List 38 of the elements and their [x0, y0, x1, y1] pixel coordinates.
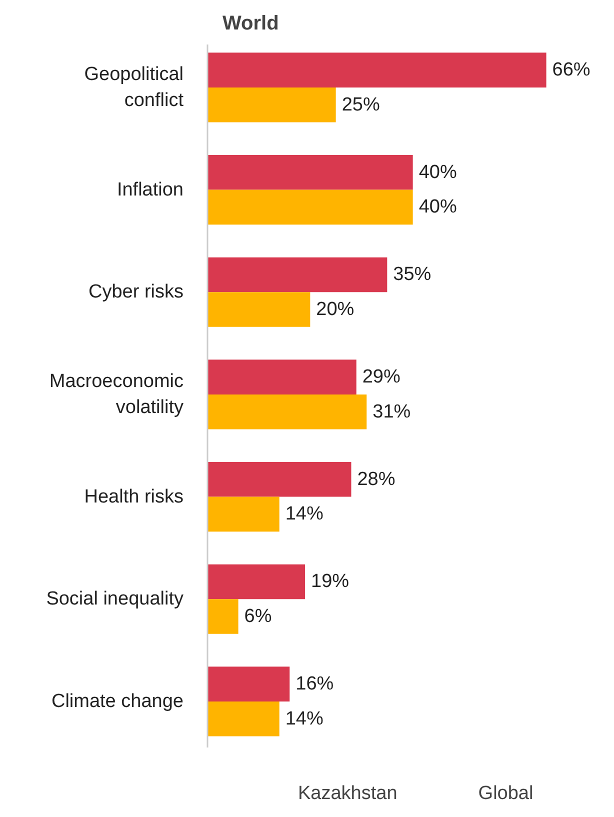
data-label: 20%	[316, 299, 354, 320]
chart-title: World	[222, 12, 279, 34]
text: Global	[478, 783, 534, 805]
data-label: 66%	[552, 60, 590, 81]
y-tick-label: Health risks	[84, 486, 184, 508]
data-label: 14%	[285, 504, 324, 525]
data-label: 25%	[342, 94, 380, 116]
y-tick-label: Geopolitical conflict	[84, 64, 184, 112]
data-label: 31%	[372, 401, 411, 422]
y-tick-label: Climate change	[51, 690, 184, 712]
bar	[208, 564, 306, 600]
data-label: 16%	[296, 674, 334, 695]
y-tick-label: Inflation	[116, 179, 184, 200]
data-label: 40%	[418, 162, 457, 183]
data-label: 19%	[311, 571, 350, 592]
y-tick-label: Social inequality	[46, 588, 184, 610]
data-label: 35%	[393, 264, 432, 286]
text: Kazakhstan	[298, 783, 398, 805]
bar	[208, 292, 310, 327]
y-tick-label: Macroeconomic volatility	[49, 370, 184, 418]
y-tick-label: Cyber risks	[88, 282, 184, 303]
bar	[208, 496, 280, 532]
data-label: 29%	[362, 366, 400, 388]
bar	[208, 394, 367, 430]
data-label: 14%	[285, 708, 324, 730]
bar	[208, 155, 413, 190]
data-label: 6%	[244, 606, 272, 628]
bar	[208, 257, 388, 292]
bar	[208, 666, 290, 702]
bar	[208, 701, 280, 736]
bar	[208, 462, 352, 497]
bar	[208, 360, 356, 394]
bar	[208, 52, 546, 88]
bar	[208, 190, 413, 225]
data-label: 28%	[357, 468, 396, 490]
bar	[208, 87, 336, 122]
data-label: 40%	[418, 196, 457, 218]
bar	[208, 599, 238, 634]
